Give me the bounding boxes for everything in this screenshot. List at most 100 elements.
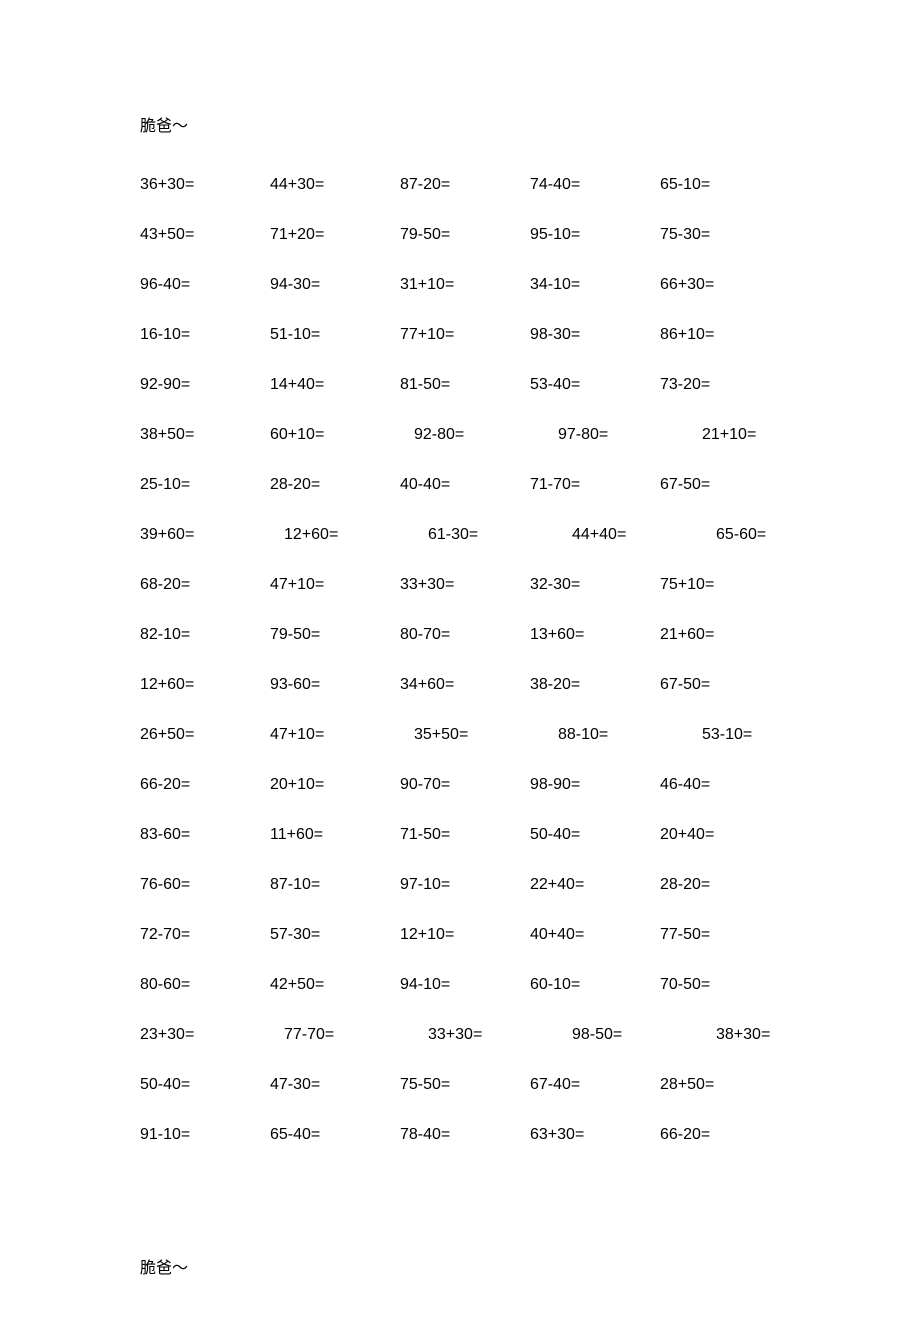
- problem-cell: 92-90=: [140, 376, 270, 394]
- problem-cell: 76-60=: [140, 876, 270, 894]
- problem-cell: 66-20=: [140, 776, 270, 794]
- problem-cell: 34+60=: [400, 676, 530, 694]
- problem-cell: 32-30=: [530, 576, 660, 594]
- problem-cell: 31+10=: [400, 276, 530, 294]
- problem-cell: 21+60=: [660, 626, 790, 644]
- problem-cell: 33+30=: [414, 1026, 558, 1044]
- problem-cell: 98-30=: [530, 326, 660, 344]
- problem-cell: 35+50=: [400, 726, 544, 744]
- problem-cell: 71-50=: [400, 826, 530, 844]
- problem-cell: 67-50=: [660, 476, 790, 494]
- problem-row: 96-40=94-30=31+10=34-10=66+30=: [140, 276, 920, 294]
- problem-cell: 77+10=: [400, 326, 530, 344]
- problem-cell: 12+60=: [270, 526, 414, 544]
- problem-cell: 36+30=: [140, 176, 270, 194]
- problem-row: 91-10=65-40=78-40=63+30=66-20=: [140, 1126, 920, 1144]
- problem-cell: 92-80=: [400, 426, 544, 444]
- problem-cell: 79-50=: [400, 226, 530, 244]
- problem-cell: 86+10=: [660, 326, 790, 344]
- problem-grid: 36+30=44+30=87-20=74-40=65-10=43+50=71+2…: [140, 176, 920, 1144]
- problem-cell: 33+30=: [400, 576, 530, 594]
- problem-cell: 65-60=: [702, 526, 846, 544]
- problem-cell: 40-40=: [400, 476, 530, 494]
- problem-row: 26+50=47+10=35+50=88-10=53-10=: [140, 726, 920, 744]
- problem-cell: 94-30=: [270, 276, 400, 294]
- problem-cell: 75-50=: [400, 1076, 530, 1094]
- problem-cell: 65-40=: [270, 1126, 400, 1144]
- problem-cell: 67-40=: [530, 1076, 660, 1094]
- problem-cell: 82-10=: [140, 626, 270, 644]
- problem-row: 23+30=77-70=33+30=98-50=38+30=: [140, 1026, 920, 1044]
- problem-cell: 11+60=: [270, 826, 400, 844]
- problem-row: 25-10=28-20=40-40=71-70=67-50=: [140, 476, 920, 494]
- problem-cell: 22+40=: [530, 876, 660, 894]
- problem-cell: 39+60=: [140, 526, 270, 544]
- problem-row: 68-20=47+10=33+30=32-30=75+10=: [140, 576, 920, 594]
- problem-cell: 94-10=: [400, 976, 530, 994]
- problem-cell: 81-50=: [400, 376, 530, 394]
- problem-cell: 97-80=: [544, 426, 688, 444]
- problem-cell: 53-10=: [688, 726, 832, 744]
- worksheet-page: 脆爸〜 36+30=44+30=87-20=74-40=65-10= 43+50=…: [0, 0, 920, 1338]
- problem-cell: 25-10=: [140, 476, 270, 494]
- problem-cell: 88-10=: [544, 726, 688, 744]
- problem-cell: 79-50=: [270, 626, 400, 644]
- problem-cell: 34-10=: [530, 276, 660, 294]
- problem-row: 12+60=93-60=34+60=38-20=67-50=: [140, 676, 920, 694]
- problem-cell: 47+10=: [270, 576, 400, 594]
- problem-cell: 57-30=: [270, 926, 400, 944]
- problem-cell: 47+10=: [270, 726, 400, 744]
- problem-row: 16-10=51-10=77+10=98-30=86+10=: [140, 326, 920, 344]
- problem-cell: 75-30=: [660, 226, 790, 244]
- problem-cell: 50-40=: [140, 1076, 270, 1094]
- problem-cell: 60-10=: [530, 976, 660, 994]
- problem-cell: 51-10=: [270, 326, 400, 344]
- problem-cell: 66-20=: [660, 1126, 790, 1144]
- problem-cell: 66+30=: [660, 276, 790, 294]
- problem-cell: 75+10=: [660, 576, 790, 594]
- problem-cell: 96-40=: [140, 276, 270, 294]
- problem-cell: 65-10=: [660, 176, 790, 194]
- problem-row: 66-20=20+10=90-70=98-90=46-40=: [140, 776, 920, 794]
- problem-cell: 72-70=: [140, 926, 270, 944]
- page-footer: 脆爸〜: [140, 1254, 920, 1278]
- page-header: 脆爸〜: [140, 112, 920, 136]
- problem-cell: 68-20=: [140, 576, 270, 594]
- problem-cell: 20+40=: [660, 826, 790, 844]
- problem-row: 82-10=79-50=80-70=13+60=21+60=: [140, 626, 920, 644]
- problem-row: 38+50=60+10=92-80=97-80=21+10=: [140, 426, 920, 444]
- problem-cell: 23+30=: [140, 1026, 270, 1044]
- problem-cell: 73-20=: [660, 376, 790, 394]
- problem-cell: 71-70=: [530, 476, 660, 494]
- problem-cell: 77-70=: [270, 1026, 414, 1044]
- problem-cell: 14+40=: [270, 376, 400, 394]
- problem-row: 39+60=12+60=61-30=44+40=65-60=: [140, 526, 920, 544]
- problem-cell: 78-40=: [400, 1126, 530, 1144]
- problem-cell: 44+30=: [270, 176, 400, 194]
- problem-cell: 16-10=: [140, 326, 270, 344]
- problem-cell: 12+60=: [140, 676, 270, 694]
- problem-row: 72-70=57-30=12+10=40+40=77-50=: [140, 926, 920, 944]
- problem-cell: 53-40=: [530, 376, 660, 394]
- problem-cell: 50-40=: [530, 826, 660, 844]
- problem-cell: 74-40=: [530, 176, 660, 194]
- problem-cell: 98-50=: [558, 1026, 702, 1044]
- problem-cell: 83-60=: [140, 826, 270, 844]
- problem-cell: 61-30=: [414, 526, 558, 544]
- problem-cell: 28-20=: [270, 476, 400, 494]
- problem-row: 36+30=44+30=87-20=74-40=65-10=: [140, 176, 920, 194]
- problem-cell: 97-10=: [400, 876, 530, 894]
- problem-cell: 42+50=: [270, 976, 400, 994]
- problem-cell: 95-10=: [530, 226, 660, 244]
- problem-cell: 77-50=: [660, 926, 790, 944]
- problem-cell: 43+50=: [140, 226, 270, 244]
- problem-cell: 20+10=: [270, 776, 400, 794]
- problem-cell: 28+50=: [660, 1076, 790, 1094]
- problem-cell: 60+10=: [270, 426, 400, 444]
- problem-cell: 87-10=: [270, 876, 400, 894]
- problem-cell: 38-20=: [530, 676, 660, 694]
- problem-cell: 21+10=: [688, 426, 832, 444]
- problem-cell: 67-50=: [660, 676, 790, 694]
- problem-row: 92-90=14+40=81-50=53-40=73-20=: [140, 376, 920, 394]
- problem-row: 83-60=11+60=71-50=50-40=20+40=: [140, 826, 920, 844]
